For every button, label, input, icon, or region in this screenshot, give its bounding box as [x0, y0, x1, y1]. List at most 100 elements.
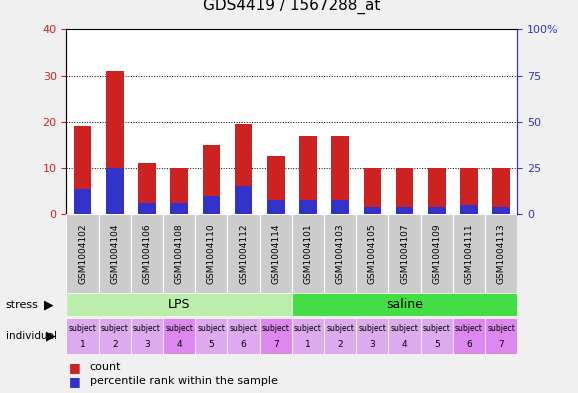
Text: GSM1004110: GSM1004110: [207, 223, 216, 284]
FancyBboxPatch shape: [195, 318, 228, 354]
FancyBboxPatch shape: [163, 214, 195, 293]
Text: saline: saline: [386, 298, 423, 311]
Text: 7: 7: [273, 340, 279, 349]
Bar: [267, 200, 284, 214]
Text: GSM1004113: GSM1004113: [497, 223, 506, 284]
Bar: [74, 189, 91, 214]
Bar: [396, 207, 413, 214]
Bar: [492, 207, 510, 214]
Text: subject: subject: [262, 324, 290, 333]
Text: subject: subject: [487, 324, 515, 333]
Bar: [171, 203, 188, 214]
Bar: [460, 168, 478, 214]
Text: GSM1004112: GSM1004112: [239, 223, 248, 284]
Text: subject: subject: [101, 324, 129, 333]
Text: 7: 7: [498, 340, 504, 349]
Bar: [364, 168, 381, 214]
Text: subject: subject: [165, 324, 193, 333]
Text: GSM1004107: GSM1004107: [400, 223, 409, 284]
Text: subject: subject: [358, 324, 386, 333]
Text: subject: subject: [391, 324, 418, 333]
Text: GDS4419 / 1567288_at: GDS4419 / 1567288_at: [203, 0, 380, 14]
Text: ▶: ▶: [46, 329, 55, 343]
FancyBboxPatch shape: [324, 214, 356, 293]
FancyBboxPatch shape: [228, 214, 260, 293]
Text: GSM1004103: GSM1004103: [336, 223, 344, 284]
Text: 1: 1: [80, 340, 86, 349]
FancyBboxPatch shape: [99, 214, 131, 293]
Text: 4: 4: [176, 340, 182, 349]
Bar: [202, 196, 220, 214]
Bar: [138, 203, 156, 214]
FancyBboxPatch shape: [453, 214, 485, 293]
Text: 5: 5: [209, 340, 214, 349]
Text: 4: 4: [402, 340, 407, 349]
Text: subject: subject: [455, 324, 483, 333]
Bar: [267, 156, 284, 214]
Text: GSM1004102: GSM1004102: [78, 223, 87, 284]
Text: GSM1004114: GSM1004114: [271, 223, 280, 284]
FancyBboxPatch shape: [163, 318, 195, 354]
FancyBboxPatch shape: [260, 318, 292, 354]
Text: GSM1004109: GSM1004109: [432, 223, 441, 284]
Text: LPS: LPS: [168, 298, 190, 311]
FancyBboxPatch shape: [195, 214, 228, 293]
Text: 2: 2: [112, 340, 117, 349]
FancyBboxPatch shape: [260, 214, 292, 293]
FancyBboxPatch shape: [66, 318, 99, 354]
Text: GSM1004105: GSM1004105: [368, 223, 377, 284]
Bar: [299, 136, 317, 214]
Text: GSM1004106: GSM1004106: [143, 223, 151, 284]
Text: subject: subject: [326, 324, 354, 333]
Text: 5: 5: [434, 340, 440, 349]
FancyBboxPatch shape: [292, 214, 324, 293]
Text: subject: subject: [423, 324, 451, 333]
Text: 3: 3: [144, 340, 150, 349]
Bar: [202, 145, 220, 214]
FancyBboxPatch shape: [324, 318, 356, 354]
Text: subject: subject: [69, 324, 97, 333]
FancyBboxPatch shape: [356, 318, 388, 354]
Bar: [331, 136, 349, 214]
Text: 1: 1: [305, 340, 311, 349]
FancyBboxPatch shape: [292, 293, 517, 316]
FancyBboxPatch shape: [388, 214, 421, 293]
FancyBboxPatch shape: [388, 318, 421, 354]
Bar: [106, 71, 124, 214]
FancyBboxPatch shape: [99, 318, 131, 354]
Text: subject: subject: [229, 324, 258, 333]
Bar: [492, 168, 510, 214]
Text: ■: ■: [69, 375, 81, 388]
Bar: [331, 200, 349, 214]
Bar: [396, 168, 413, 214]
FancyBboxPatch shape: [292, 318, 324, 354]
Text: GSM1004104: GSM1004104: [110, 223, 119, 284]
Text: subject: subject: [294, 324, 322, 333]
FancyBboxPatch shape: [228, 318, 260, 354]
FancyBboxPatch shape: [453, 318, 485, 354]
Bar: [428, 207, 446, 214]
Bar: [460, 205, 478, 214]
FancyBboxPatch shape: [421, 318, 453, 354]
Text: subject: subject: [198, 324, 225, 333]
Text: subject: subject: [133, 324, 161, 333]
FancyBboxPatch shape: [356, 214, 388, 293]
FancyBboxPatch shape: [66, 214, 99, 293]
FancyBboxPatch shape: [131, 318, 163, 354]
Text: individual: individual: [6, 331, 57, 341]
FancyBboxPatch shape: [485, 214, 517, 293]
Text: 6: 6: [466, 340, 472, 349]
Bar: [235, 186, 253, 214]
FancyBboxPatch shape: [421, 214, 453, 293]
Bar: [138, 163, 156, 214]
Bar: [171, 168, 188, 214]
FancyBboxPatch shape: [131, 214, 163, 293]
Bar: [74, 127, 91, 214]
Text: 3: 3: [369, 340, 375, 349]
FancyBboxPatch shape: [66, 293, 292, 316]
Bar: [364, 207, 381, 214]
Bar: [428, 168, 446, 214]
Text: stress: stress: [6, 299, 39, 310]
Text: count: count: [90, 362, 121, 372]
Text: 6: 6: [240, 340, 246, 349]
